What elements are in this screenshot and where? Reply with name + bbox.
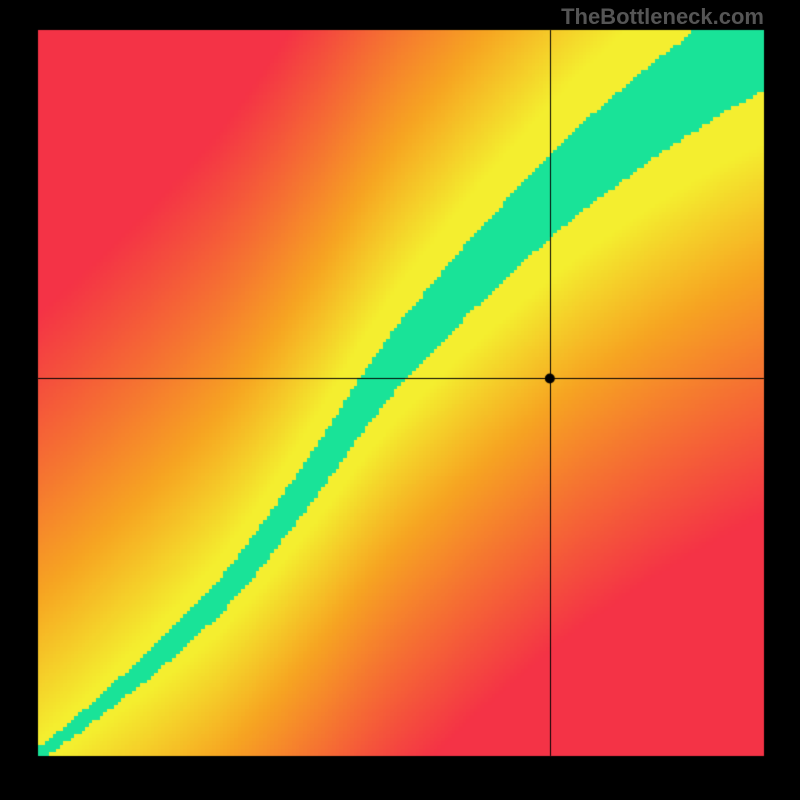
- chart-container: TheBottleneck.com: [0, 0, 800, 800]
- overlay-canvas: [0, 0, 800, 800]
- watermark-text: TheBottleneck.com: [561, 4, 764, 30]
